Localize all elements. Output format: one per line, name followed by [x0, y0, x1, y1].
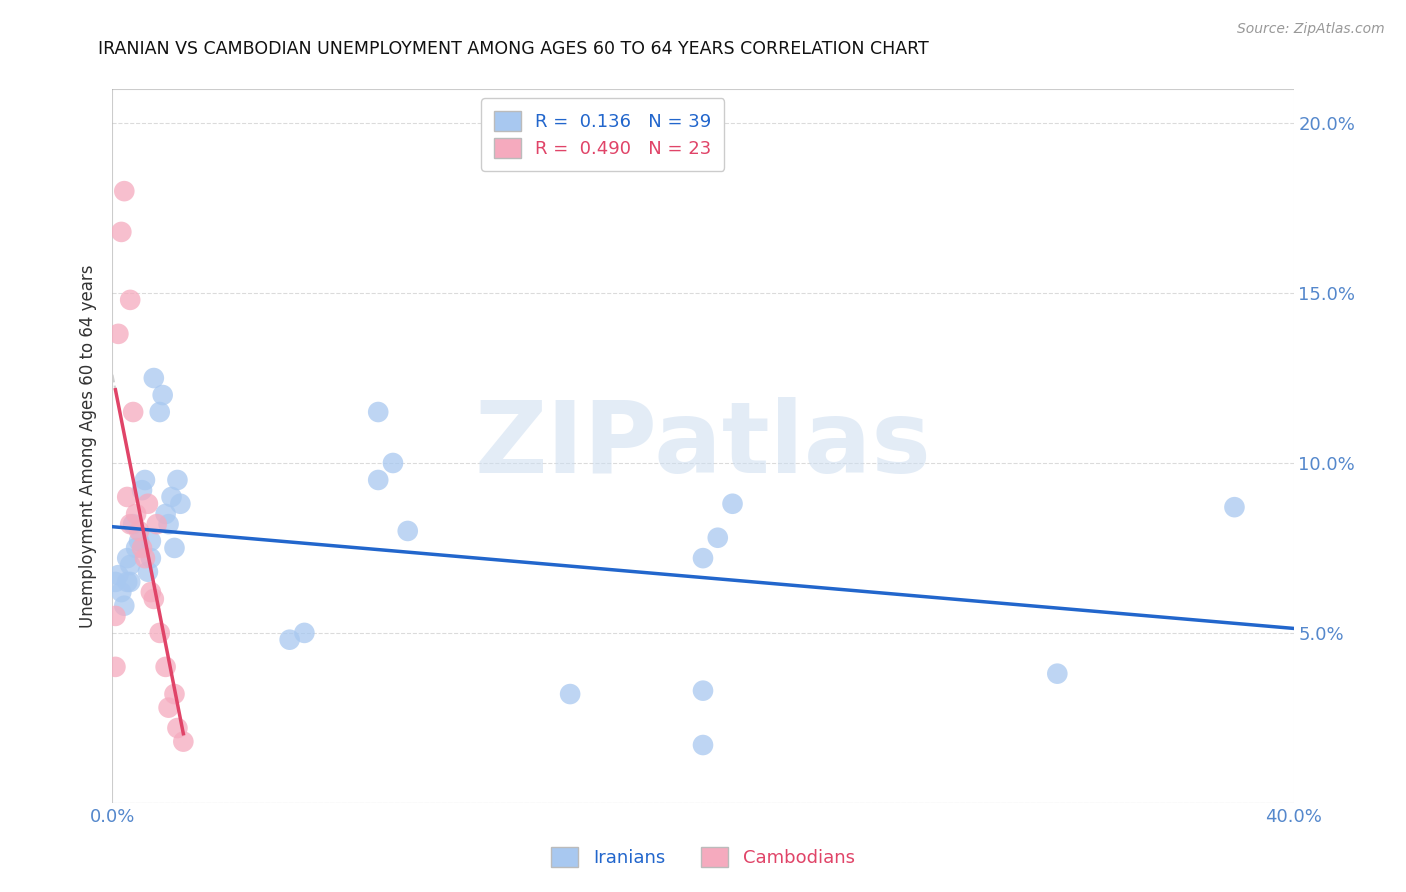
Point [122, 405, 145, 419]
Point [558, 687, 582, 701]
Point [117, 490, 138, 504]
Point [139, 585, 162, 599]
Point [104, 608, 127, 623]
Point [120, 517, 142, 532]
Text: Source: ZipAtlas.com: Source: ZipAtlas.com [1237, 22, 1385, 37]
Point [706, 531, 728, 545]
Point [131, 483, 153, 498]
Point [125, 507, 148, 521]
Point [278, 632, 301, 647]
Point [112, 184, 135, 198]
Point [396, 524, 419, 538]
Point [692, 551, 714, 566]
Point [149, 405, 172, 419]
Point [110, 225, 132, 239]
Point [110, 585, 132, 599]
Point [128, 524, 150, 538]
Point [163, 687, 186, 701]
Point [172, 734, 194, 748]
Point [149, 626, 172, 640]
Point [139, 534, 162, 549]
Point [155, 660, 177, 674]
Point [721, 497, 744, 511]
Point [367, 405, 389, 419]
Point [367, 473, 389, 487]
Point [120, 293, 142, 307]
Point [166, 473, 188, 487]
Point [157, 517, 180, 532]
Point [157, 700, 180, 714]
Point [107, 326, 129, 341]
Legend: Iranians, Cambodians: Iranians, Cambodians [543, 838, 863, 876]
Text: ZIPatlas: ZIPatlas [475, 398, 931, 494]
Point [128, 534, 150, 549]
Point [112, 599, 135, 613]
Point [122, 517, 145, 532]
Point [169, 497, 191, 511]
Point [117, 574, 138, 589]
Point [146, 517, 169, 532]
Point [160, 490, 183, 504]
Point [125, 541, 148, 555]
Point [120, 558, 142, 572]
Text: IRANIAN VS CAMBODIAN UNEMPLOYMENT AMONG AGES 60 TO 64 YEARS CORRELATION CHART: IRANIAN VS CAMBODIAN UNEMPLOYMENT AMONG … [98, 40, 929, 58]
Point [155, 507, 177, 521]
Point [120, 574, 142, 589]
Point [139, 551, 162, 566]
Point [692, 683, 714, 698]
Point [292, 626, 315, 640]
Point [104, 660, 127, 674]
Point [107, 568, 129, 582]
Point [136, 497, 159, 511]
Point [692, 738, 714, 752]
Point [163, 541, 186, 555]
Point [136, 565, 159, 579]
Point [117, 551, 138, 566]
Point [1223, 500, 1246, 515]
Y-axis label: Unemployment Among Ages 60 to 64 years: Unemployment Among Ages 60 to 64 years [79, 264, 97, 628]
Point [142, 591, 165, 606]
Point [131, 541, 153, 555]
Point [142, 371, 165, 385]
Point [152, 388, 174, 402]
Point [1046, 666, 1069, 681]
Point [104, 574, 127, 589]
Point [166, 721, 188, 735]
Point [382, 456, 405, 470]
Point [134, 551, 156, 566]
Point [134, 473, 156, 487]
